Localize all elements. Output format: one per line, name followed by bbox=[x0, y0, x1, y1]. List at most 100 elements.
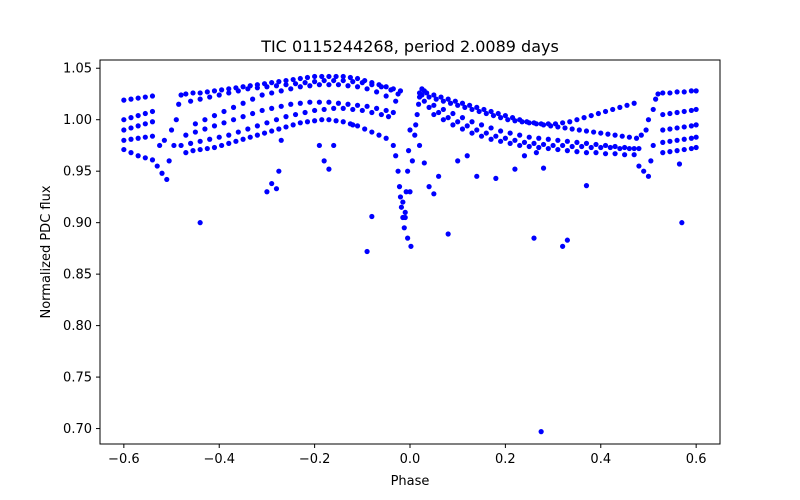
data-point bbox=[602, 142, 609, 149]
x-axis-label: Phase bbox=[391, 474, 430, 489]
data-point bbox=[149, 108, 156, 115]
data-point bbox=[440, 98, 446, 104]
data-point bbox=[445, 231, 451, 237]
data-point bbox=[650, 142, 656, 149]
data-point bbox=[221, 120, 227, 126]
data-point bbox=[283, 82, 289, 88]
data-point bbox=[335, 82, 342, 88]
data-point bbox=[636, 163, 642, 169]
data-point bbox=[276, 79, 282, 85]
data-point bbox=[211, 123, 218, 129]
data-point bbox=[531, 235, 537, 241]
data-point bbox=[395, 168, 401, 174]
data-point bbox=[536, 144, 542, 151]
x-tick-label: 0.0 bbox=[400, 452, 421, 467]
data-point bbox=[488, 108, 494, 115]
data-point bbox=[354, 75, 361, 82]
data-point bbox=[612, 143, 618, 150]
data-point bbox=[440, 117, 446, 123]
data-point bbox=[219, 87, 225, 93]
data-point bbox=[374, 89, 380, 95]
data-point bbox=[564, 148, 570, 154]
data-point bbox=[383, 84, 389, 90]
data-point bbox=[390, 142, 396, 149]
data-point bbox=[297, 100, 303, 106]
data-point bbox=[188, 140, 194, 146]
data-point bbox=[431, 92, 437, 98]
data-point bbox=[667, 138, 673, 144]
data-point bbox=[354, 84, 361, 90]
data-point bbox=[312, 107, 318, 114]
data-point bbox=[548, 123, 554, 129]
data-point bbox=[426, 94, 432, 100]
data-point bbox=[121, 127, 127, 133]
data-point bbox=[288, 101, 294, 107]
data-point bbox=[390, 109, 396, 116]
data-point bbox=[259, 107, 265, 114]
data-point bbox=[312, 118, 318, 124]
data-point bbox=[369, 109, 375, 116]
data-point bbox=[426, 184, 432, 190]
data-point bbox=[340, 77, 346, 84]
data-point bbox=[326, 73, 332, 80]
data-point bbox=[490, 112, 497, 119]
data-point bbox=[245, 86, 251, 92]
data-point bbox=[622, 144, 628, 151]
data-point bbox=[536, 135, 542, 141]
data-point bbox=[653, 96, 659, 102]
data-point bbox=[660, 90, 666, 96]
data-point bbox=[583, 183, 590, 189]
data-point bbox=[464, 153, 470, 159]
data-point bbox=[474, 173, 480, 179]
data-point bbox=[655, 91, 661, 97]
x-axis: −0.6 −0.4 −0.2 0.0 0.2 0.4 0.6 bbox=[108, 444, 706, 467]
data-point bbox=[617, 145, 623, 152]
y-tick-label: 0.70 bbox=[63, 422, 92, 437]
data-point bbox=[142, 134, 148, 140]
data-point bbox=[595, 110, 601, 117]
data-point bbox=[602, 108, 609, 115]
data-point bbox=[583, 140, 590, 146]
data-point bbox=[350, 106, 356, 113]
data-point bbox=[135, 153, 141, 159]
data-point bbox=[142, 121, 148, 127]
data-point bbox=[478, 133, 485, 139]
data-point bbox=[128, 115, 134, 121]
data-point bbox=[495, 110, 501, 117]
data-point bbox=[340, 73, 346, 80]
data-point bbox=[415, 101, 422, 107]
data-point bbox=[540, 165, 547, 171]
data-point bbox=[202, 117, 208, 123]
data-point bbox=[483, 110, 489, 117]
data-point bbox=[173, 117, 179, 123]
data-point bbox=[121, 117, 127, 123]
data-point bbox=[197, 138, 203, 144]
data-point bbox=[631, 152, 637, 158]
data-point bbox=[560, 120, 566, 126]
data-point bbox=[459, 100, 466, 106]
data-point bbox=[405, 148, 412, 154]
data-point bbox=[207, 136, 213, 142]
data-point bbox=[385, 114, 392, 120]
data-point bbox=[197, 146, 203, 153]
data-point bbox=[340, 105, 346, 111]
data-point bbox=[402, 209, 408, 215]
data-point bbox=[667, 110, 673, 117]
data-point bbox=[192, 129, 198, 135]
data-point bbox=[469, 106, 475, 113]
data-point bbox=[235, 88, 241, 94]
data-point bbox=[498, 115, 504, 121]
data-point bbox=[142, 110, 148, 117]
data-point bbox=[171, 142, 177, 149]
data-point bbox=[321, 158, 327, 164]
data-point bbox=[183, 132, 189, 138]
data-point bbox=[498, 128, 504, 134]
data-point bbox=[359, 107, 365, 114]
data-point bbox=[681, 146, 687, 153]
data-point bbox=[121, 137, 127, 143]
data-point bbox=[636, 145, 642, 152]
data-point bbox=[216, 134, 222, 140]
data-point bbox=[660, 139, 666, 145]
data-point bbox=[667, 90, 673, 96]
data-point bbox=[407, 189, 413, 195]
